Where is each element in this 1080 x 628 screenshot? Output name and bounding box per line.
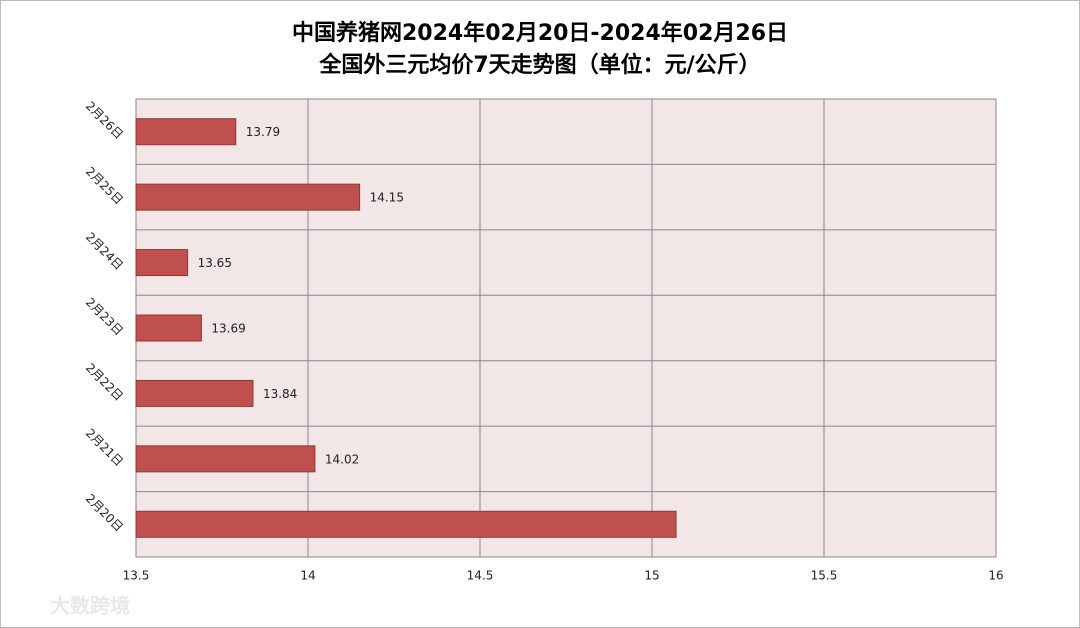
value-label: 13.79 (246, 125, 280, 139)
bar (135, 118, 237, 146)
chart-title: 中国养猪网2024年02月20日-2024年02月26日 (292, 20, 788, 46)
x-tick-label: 14.5 (467, 569, 494, 583)
value-label: 13.65 (198, 256, 232, 270)
value-label: 14.02 (325, 452, 359, 466)
watermark: 大数跨境 (50, 594, 130, 618)
bar (135, 249, 189, 277)
x-tick-label: 15 (644, 569, 659, 583)
plot-area (135, 98, 997, 558)
x-tick-label: 14 (300, 569, 315, 583)
value-label: 13.84 (263, 387, 297, 401)
bar (135, 445, 316, 473)
bar (135, 314, 202, 342)
x-tick-label: 15.5 (811, 569, 838, 583)
x-tick-label: 16 (988, 569, 1003, 583)
chart-subtitle: 全国外三元均价7天走势图（单位：元/公斤） (318, 52, 760, 78)
bar (135, 379, 254, 407)
value-label: 14.15 (370, 191, 404, 205)
value-label: 13.69 (211, 322, 245, 336)
x-tick-label: 13.5 (123, 569, 150, 583)
bar (135, 510, 677, 538)
bar (135, 183, 361, 211)
